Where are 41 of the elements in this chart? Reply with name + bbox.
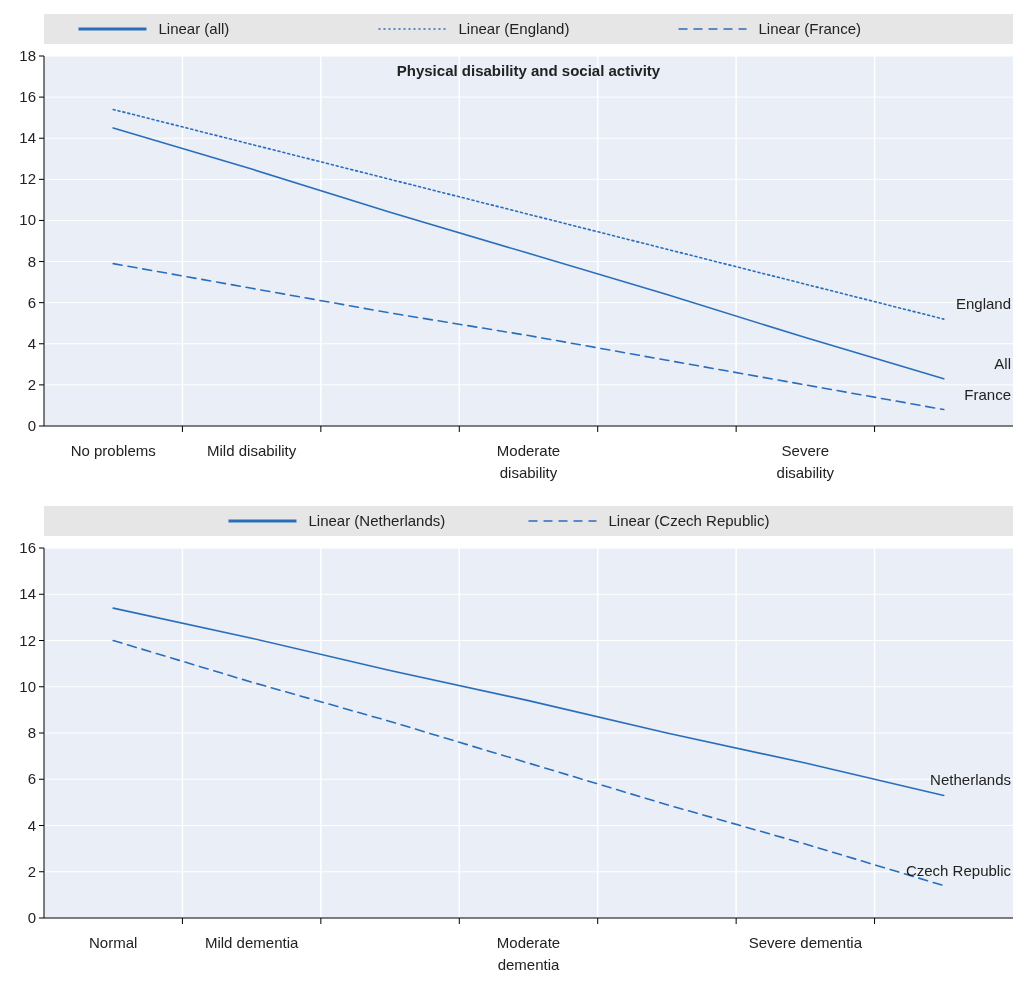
y-tick-label: 14 (19, 585, 36, 603)
legend-label: Linear (Netherlands) (308, 512, 446, 529)
y-tick-label: 0 (27, 417, 36, 434)
x-tick-label: Severe dementia (748, 934, 863, 951)
annotation: France (964, 385, 1011, 403)
y-tick-label: 0 (27, 909, 36, 926)
annotation: England (955, 295, 1011, 313)
y-tick-label: 12 (19, 170, 36, 188)
annotation: All (994, 354, 1011, 372)
y-tick-label: 4 (27, 816, 36, 834)
y-tick-label: 8 (27, 724, 36, 741)
x-tick-label: Mild disability (207, 442, 297, 459)
x-tick-label: No problems (70, 442, 156, 459)
y-tick-label: 2 (27, 862, 36, 880)
y-tick-label: 16 (19, 88, 36, 106)
y-tick-label: 2 (27, 375, 36, 393)
x-tick-label: Moderate dementia (496, 934, 561, 973)
x-tick-label: Moderate disability (496, 442, 561, 481)
legend-label: Linear (Czech Republic) (608, 512, 770, 529)
y-tick-label: 10 (19, 677, 36, 695)
line-series (112, 127, 945, 380)
line-series (112, 108, 945, 320)
annotation: Netherlands (930, 771, 1011, 789)
x-tick-label: Normal (89, 934, 138, 951)
y-tick-label: 6 (27, 293, 36, 311)
y-tick-label: 16 (19, 539, 36, 556)
y-tick-label: 18 (19, 47, 36, 64)
legend-label: Linear (all) (158, 20, 230, 37)
x-tick-label: Severe disability (776, 442, 835, 481)
y-tick-label: 8 (27, 252, 36, 270)
annotation: Czech Republic (905, 861, 1012, 879)
chart-title: Physical disability and social activity (396, 62, 661, 79)
legend-label: Linear (England) (458, 20, 570, 37)
y-tick-label: 4 (27, 334, 36, 352)
legend-label: Linear (France) (758, 20, 862, 37)
y-tick-label: 10 (19, 211, 36, 229)
line-series (112, 262, 945, 411)
y-tick-label: 12 (19, 631, 36, 649)
y-tick-label: 14 (19, 129, 36, 147)
y-tick-label: 6 (27, 770, 36, 788)
x-tick-label: Mild dementia (204, 934, 299, 951)
